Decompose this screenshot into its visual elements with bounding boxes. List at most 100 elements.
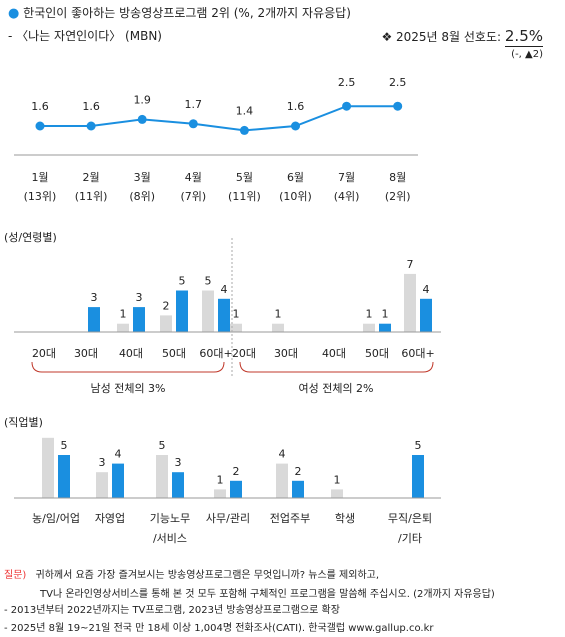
category-label: 40대 bbox=[322, 347, 346, 360]
bar-previous bbox=[276, 463, 288, 498]
bar-current bbox=[218, 298, 230, 332]
rank-label: (2위) bbox=[385, 190, 411, 203]
data-label: 1.6 bbox=[31, 100, 49, 113]
bar-current bbox=[112, 463, 124, 498]
category-label: 60대+ bbox=[199, 347, 232, 360]
data-label: 1.6 bbox=[82, 100, 100, 113]
bar-current bbox=[133, 307, 145, 332]
section-label-gender-age: (성/연령별) bbox=[4, 231, 57, 244]
data-point bbox=[239, 125, 249, 135]
bar-label-previous: 5 bbox=[205, 275, 212, 288]
category-label: 30대 bbox=[274, 347, 298, 360]
rank-label: (8위) bbox=[129, 190, 155, 203]
bar-label-previous: 1 bbox=[217, 473, 224, 486]
footnote-2: - 2025년 8월 19~21일 전국 만 18세 이상 1,004명 전화조… bbox=[4, 623, 434, 634]
bar-previous bbox=[214, 489, 226, 498]
bar-label-previous: 1 bbox=[233, 308, 240, 321]
category-label: 60대+ bbox=[401, 347, 434, 360]
category-label: 기능노무 bbox=[150, 512, 190, 525]
question-line-1: 귀하께서 요즘 가장 즐겨보시는 방송영상프로그램은 무엇입니까? 뉴스를 제외… bbox=[35, 570, 380, 581]
bar-label-current: 3 bbox=[175, 456, 182, 469]
x-tick-label: 3월 bbox=[134, 171, 151, 184]
data-point bbox=[35, 121, 45, 131]
bar-label-current: 4 bbox=[221, 283, 228, 296]
category-label: 20대 bbox=[232, 347, 256, 360]
bar-label-current: 1 bbox=[382, 308, 389, 321]
bar-current bbox=[412, 455, 424, 498]
bar-previous bbox=[117, 323, 129, 332]
bar-previous bbox=[156, 455, 168, 498]
question-text: 질문) 귀하께서 요즘 가장 즐겨보시는 방송영상프로그램은 무엇입니까? 뉴스… bbox=[4, 566, 379, 581]
category-label: 50대 bbox=[162, 347, 186, 360]
category-label: 50대 bbox=[365, 347, 389, 360]
bar-previous bbox=[331, 489, 343, 498]
bar-current bbox=[420, 298, 432, 332]
chart-subtitle: - 〈나는 자연인이다〉 (MBN) bbox=[8, 29, 162, 43]
bar-current bbox=[58, 455, 70, 498]
category-label: 전업주부 bbox=[270, 512, 310, 525]
bar-label-previous: 1 bbox=[366, 308, 373, 321]
rank-label: (10위) bbox=[279, 190, 312, 203]
bar-label-current: 5 bbox=[179, 275, 186, 288]
x-tick-label: 2월 bbox=[83, 171, 100, 184]
section-label-occupation: (직업별) bbox=[4, 416, 43, 429]
x-tick-label: 7월 bbox=[338, 171, 355, 184]
x-tick-label: 4월 bbox=[185, 171, 202, 184]
bracket-male bbox=[31, 361, 225, 373]
bar-label-previous: 5 bbox=[159, 439, 166, 452]
category-label: 학생 bbox=[335, 512, 355, 525]
bar-previous bbox=[404, 273, 416, 332]
rank-label: (4위) bbox=[334, 190, 360, 203]
bar-label-current: 2 bbox=[295, 465, 302, 478]
category-label: 20대 bbox=[32, 347, 56, 360]
category-label: 무직/은퇴 bbox=[388, 512, 432, 525]
data-label: 1.9 bbox=[133, 93, 151, 106]
bar-label-current: 5 bbox=[415, 439, 422, 452]
data-point bbox=[291, 121, 300, 131]
bar-current bbox=[88, 307, 100, 332]
bar-current bbox=[230, 480, 242, 498]
group-label-male: 남성 전체의 3% bbox=[90, 382, 165, 395]
group-label-female: 여성 전체의 2% bbox=[298, 382, 373, 395]
bar-label-previous: 1 bbox=[120, 308, 127, 321]
bar-current bbox=[176, 290, 188, 332]
category-label: 30대 bbox=[74, 347, 98, 360]
bar-label-current: 3 bbox=[136, 291, 143, 304]
preference-summary: ❖ 2025년 8월 선호도: 2.5% bbox=[381, 27, 543, 47]
bar-label-current: 5 bbox=[61, 439, 68, 452]
x-tick-label: 5월 bbox=[236, 171, 253, 184]
bar-label-current: 2 bbox=[233, 465, 240, 478]
bullet-icon: ● bbox=[8, 6, 20, 21]
bar-label-previous: 1 bbox=[334, 473, 341, 486]
data-label: 1.4 bbox=[236, 104, 254, 117]
preference-value: 2.5% bbox=[504, 27, 543, 47]
category-label: 40대 bbox=[119, 347, 143, 360]
bar-previous bbox=[96, 472, 108, 498]
bar-current bbox=[379, 323, 391, 332]
bar-previous bbox=[160, 315, 172, 332]
bar-label-previous: 7 bbox=[407, 258, 414, 271]
data-point bbox=[188, 119, 198, 129]
bar-current bbox=[292, 480, 304, 498]
bar-previous bbox=[42, 437, 54, 498]
category-label: 농/임/어업 bbox=[32, 512, 80, 525]
category-label: 자영업 bbox=[95, 512, 125, 525]
rank-label: (13위) bbox=[24, 190, 57, 203]
bar-label-current: 3 bbox=[91, 291, 98, 304]
data-label: 2.5 bbox=[338, 76, 356, 89]
bar-label-previous: 2 bbox=[163, 299, 170, 312]
rank-label: (11위) bbox=[228, 190, 261, 203]
question-line-2: TV나 온라인영상서비스를 통해 본 것 모두 포함해 구체적인 프로그램을 말… bbox=[40, 589, 495, 600]
bar-current bbox=[172, 472, 184, 498]
chart-title: ● 한국인이 좋아하는 방송영상프로그램 2위 (%, 2개까지 자유응답) bbox=[8, 4, 351, 21]
data-point bbox=[86, 121, 96, 131]
x-tick-label: 8월 bbox=[389, 171, 406, 184]
category-label-line2: /기타 bbox=[398, 532, 422, 545]
bar-label-current: 4 bbox=[423, 283, 430, 296]
rank-label: (11위) bbox=[75, 190, 108, 203]
data-label: 1.7 bbox=[185, 98, 203, 111]
bar-label-previous: 4 bbox=[279, 448, 286, 461]
data-point bbox=[393, 101, 403, 111]
data-label: 2.5 bbox=[389, 76, 407, 89]
